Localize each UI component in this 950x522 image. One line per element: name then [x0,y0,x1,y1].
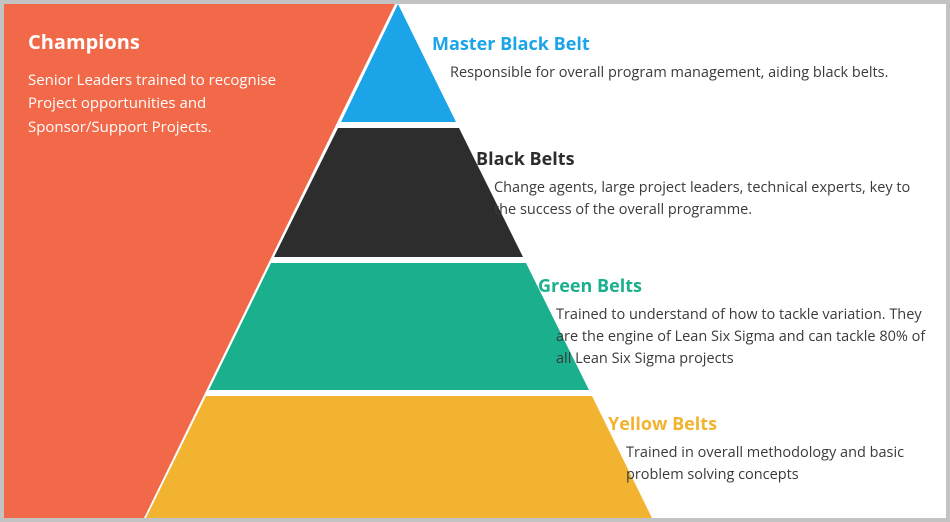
champions-title: Champions [28,28,318,55]
tier-description: Change agents, large project leaders, te… [476,177,931,221]
tier-title: Yellow Belts [608,412,938,436]
tier-black-belts: Black Belts Change agents, large project… [476,147,931,221]
champions-panel-text: Champions Senior Leaders trained to reco… [28,28,318,139]
tier-description: Responsible for overall program manageme… [432,62,937,84]
diagram-canvas: Champions Senior Leaders trained to reco… [4,4,946,518]
tier-title: Black Belts [476,147,931,171]
tier-title: Green Belts [538,274,936,298]
tier-yellow-belts: Yellow Belts Trained in overall methodol… [608,412,938,486]
text-layer: Champions Senior Leaders trained to reco… [4,4,946,518]
tier-green-belts: Green Belts Trained to understand of how… [538,274,936,369]
tier-description: Trained to understand of how to tackle v… [538,304,936,369]
champions-description: Senior Leaders trained to recognise Proj… [28,69,318,139]
tier-master-black-belt: Master Black Belt Responsible for overal… [432,32,937,84]
tier-description: Trained in overall methodology and basic… [608,442,938,486]
tier-title: Master Black Belt [432,32,937,56]
